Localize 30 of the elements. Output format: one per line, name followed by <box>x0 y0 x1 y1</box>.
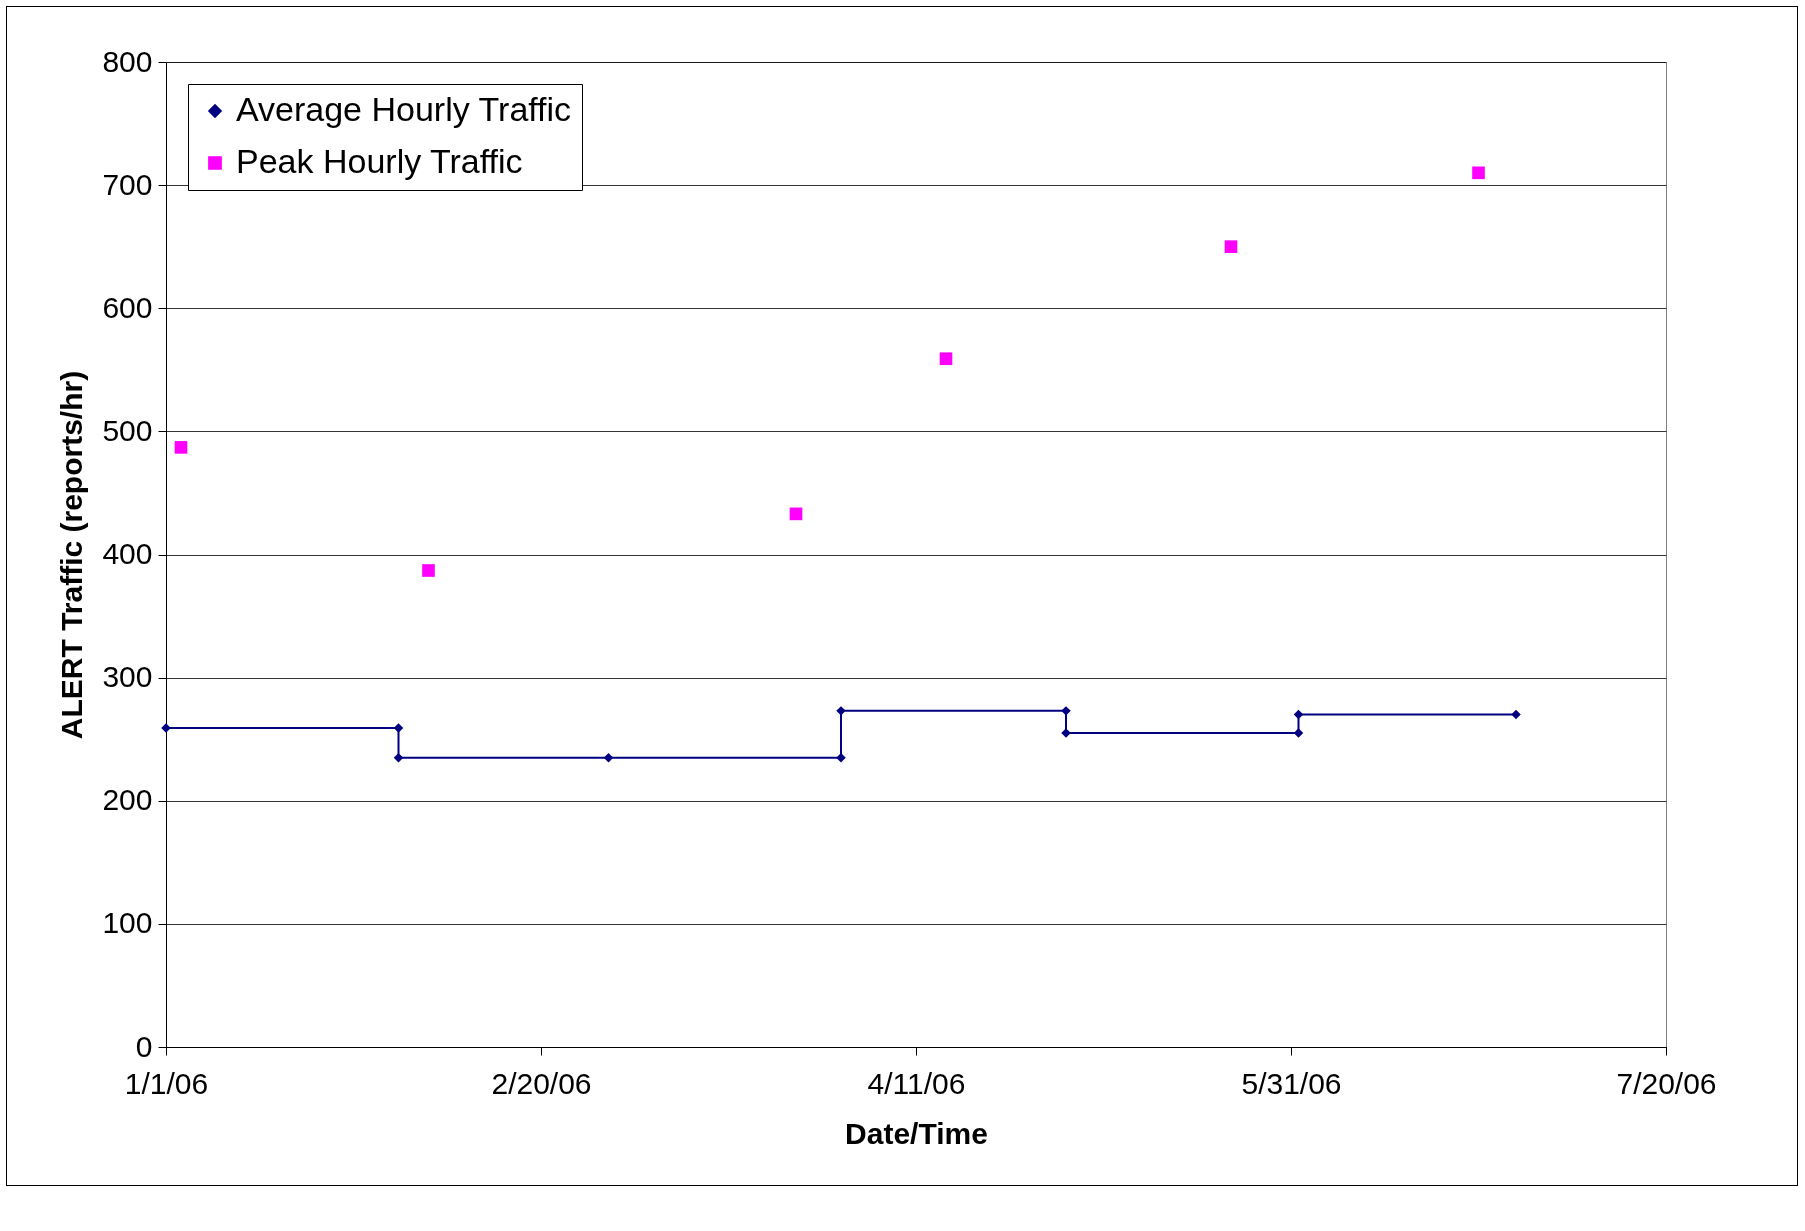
y-axis-title: ALERT Traffic (reports/hr) <box>55 370 89 740</box>
y-tick-label: 800 <box>102 44 153 78</box>
point <box>1472 166 1485 180</box>
point <box>1293 728 1304 738</box>
y-tick-label: 500 <box>102 413 153 447</box>
x-tick-label: 4/11/06 <box>867 1066 966 1100</box>
point <box>1511 709 1521 720</box>
x-tick-label: 7/20/06 <box>1616 1066 1717 1100</box>
point <box>939 352 953 366</box>
y-tick-label: 100 <box>102 906 153 940</box>
y-tick-label: 600 <box>102 290 153 324</box>
point <box>1224 240 1238 254</box>
y-tick-label: 0 <box>135 1029 153 1063</box>
y-tick-label: 700 <box>102 167 153 201</box>
point <box>422 564 435 577</box>
y-tick-label: 200 <box>102 783 153 817</box>
y-tick-label: 400 <box>102 537 153 570</box>
x-axis-title: Date/Time <box>845 1116 988 1150</box>
x-tick-label: 2/20/06 <box>491 1066 592 1100</box>
point <box>393 752 404 763</box>
legend-label: Peak Hourly Traffic <box>236 142 523 180</box>
point <box>1293 709 1304 720</box>
point <box>603 752 614 763</box>
point <box>393 723 404 733</box>
y-tick-label: 300 <box>102 660 153 694</box>
x-tick-label: 5/31/06 <box>1241 1066 1342 1100</box>
point <box>789 507 803 521</box>
x-tick-label: 1/1/06 <box>124 1066 209 1100</box>
legend-label: Average Hourly Traffic <box>236 90 572 128</box>
point <box>174 441 188 454</box>
